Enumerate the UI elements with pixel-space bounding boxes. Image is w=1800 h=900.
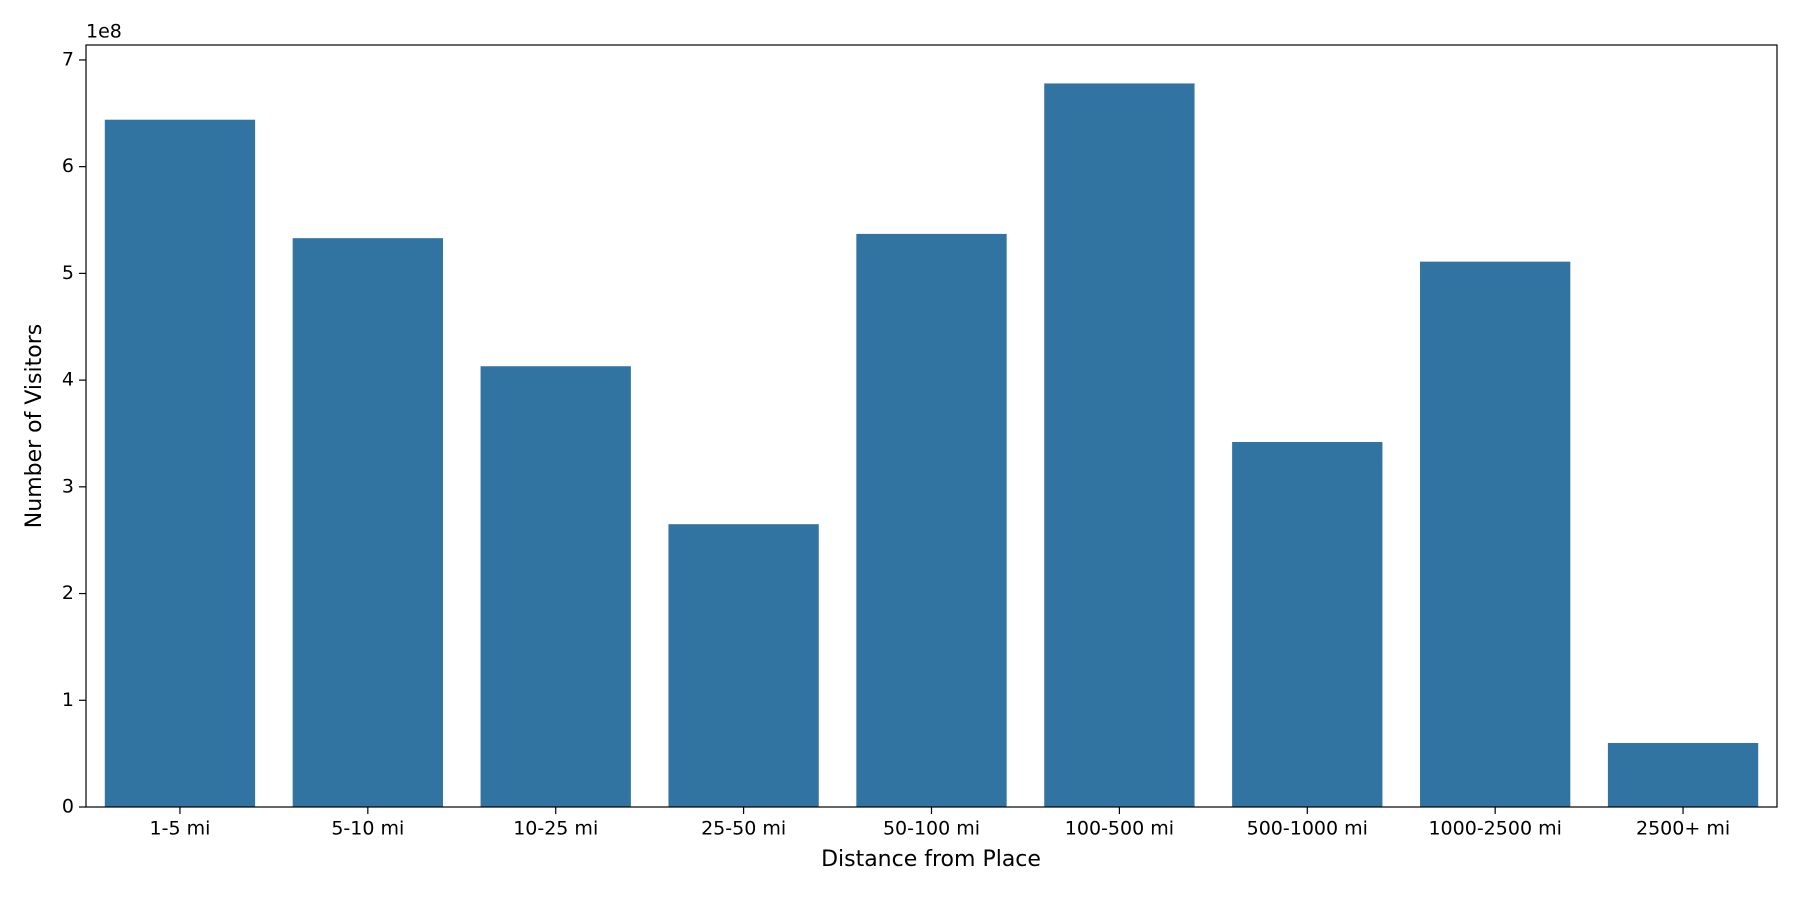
- bar: [1044, 83, 1195, 807]
- bar: [292, 238, 443, 807]
- x-axis-label: Distance from Place: [821, 847, 1041, 872]
- bar: [1607, 742, 1759, 807]
- x-tick-label: 50-100 mi: [883, 818, 980, 840]
- bar: [668, 524, 819, 807]
- x-tick-label: 10-25 mi: [513, 818, 598, 840]
- y-tick-label: 5: [62, 262, 74, 284]
- y-tick-label: 6: [62, 155, 74, 177]
- plot-frame: [85, 44, 1778, 808]
- y-tick-label: 3: [62, 475, 74, 497]
- y-offset-label: 1e8: [86, 21, 122, 43]
- x-tick-label: 2500+ mi: [1636, 818, 1730, 840]
- bar: [480, 366, 631, 807]
- bar: [1232, 442, 1383, 807]
- bar: [1420, 261, 1571, 807]
- bar: [104, 119, 256, 808]
- bar: [856, 233, 1007, 807]
- y-tick-label: 4: [62, 369, 74, 391]
- x-tick-label: 100-500 mi: [1065, 818, 1174, 840]
- x-tick-label: 1-5 mi: [150, 818, 211, 840]
- y-tick-label: 7: [62, 48, 74, 70]
- x-tick-label: 1000-2500 mi: [1428, 818, 1561, 840]
- x-tick-label: 500-1000 mi: [1247, 818, 1368, 840]
- x-tick-label: 5-10 mi: [331, 818, 404, 840]
- y-tick-label: 2: [62, 582, 74, 604]
- y-tick-label: 0: [62, 796, 74, 818]
- y-tick-label: 1: [62, 689, 74, 711]
- y-axis-label: Number of Visitors: [22, 324, 47, 528]
- x-tick-label: 25-50 mi: [701, 818, 786, 840]
